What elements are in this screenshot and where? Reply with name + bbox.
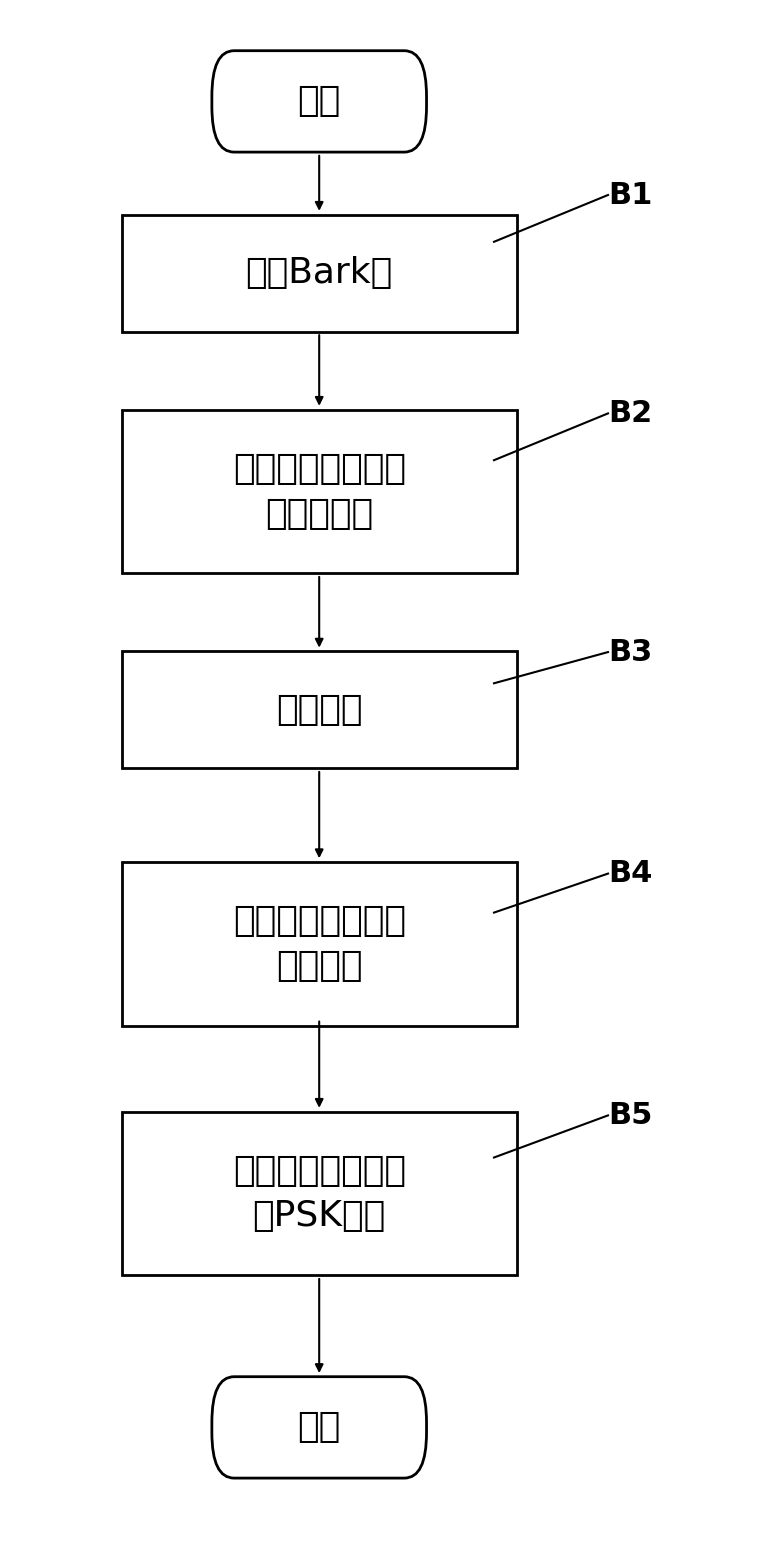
FancyBboxPatch shape (212, 1376, 426, 1479)
Text: B2: B2 (608, 399, 652, 427)
Text: B4: B4 (608, 860, 652, 888)
Text: B3: B3 (608, 638, 652, 666)
Text: 使用前导扰码序列
进行加扰: 使用前导扰码序列 进行加扰 (233, 905, 406, 983)
Text: 使用前导伪随机序
列进行扩频: 使用前导伪随机序 列进行扩频 (233, 452, 406, 530)
Bar (122, 652, 517, 768)
Text: B1: B1 (608, 181, 652, 209)
Text: 符号映射: 符号映射 (276, 693, 363, 727)
Bar (122, 214, 517, 332)
Bar (122, 1111, 517, 1276)
Text: 结束: 结束 (298, 1410, 340, 1445)
Bar (122, 409, 517, 573)
Text: B5: B5 (608, 1101, 652, 1129)
Text: 生成Bark码: 生成Bark码 (245, 256, 393, 290)
Text: 将前导信道符号进
行PSK调制: 将前导信道符号进 行PSK调制 (233, 1154, 406, 1232)
Bar (122, 861, 517, 1026)
FancyBboxPatch shape (212, 51, 426, 151)
Text: 开始: 开始 (298, 84, 340, 119)
